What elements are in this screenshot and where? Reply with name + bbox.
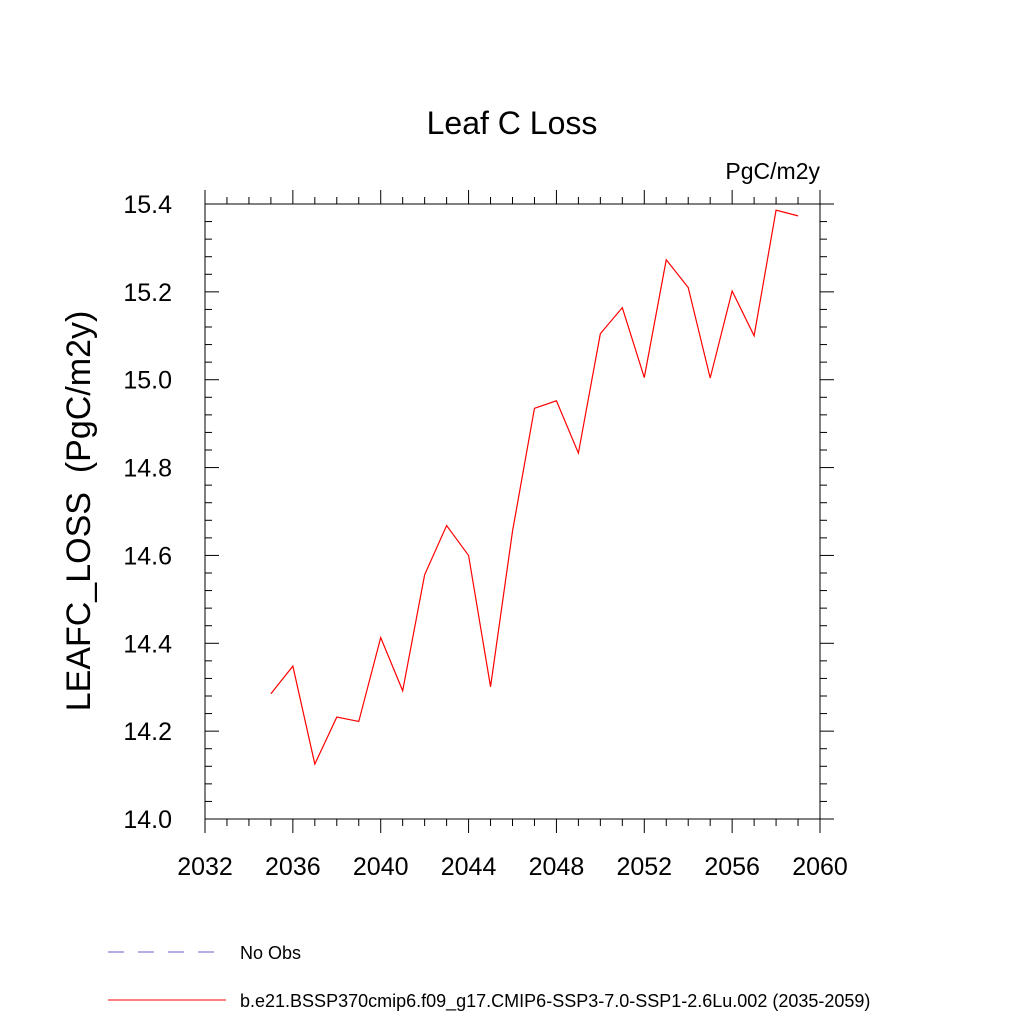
x-tick-label: 2048: [529, 853, 585, 881]
x-tick-label: 2040: [353, 853, 409, 881]
y-tick-label: 15.0: [123, 367, 172, 395]
y-tick-label: 15.2: [123, 279, 172, 307]
x-tick-label: 2036: [265, 853, 321, 881]
y-tick-label: 14.6: [123, 542, 172, 570]
x-tick-label: 2052: [616, 853, 672, 881]
legend-label-0: No Obs: [240, 943, 301, 963]
y-tick-label: 14.2: [123, 718, 172, 746]
axis-ticks: [204, 190, 834, 833]
plot-frame: [204, 203, 821, 820]
legend: No Obs b.e21.BSSP370cmip6.f09_g17.CMIP6-S…: [108, 943, 870, 1012]
tick-labels: 2032 2036 2040 2044 2048 2052 2056 2060 14.0 14.2…: [123, 191, 847, 881]
series-layer: [270, 209, 799, 766]
y-tick-label: 15.4: [123, 191, 172, 219]
units-label: PgC/m2y: [725, 158, 820, 184]
y-tick-label: 14.8: [123, 455, 172, 483]
x-tick-label: 2044: [441, 853, 497, 881]
y-axis-label: LEAFC_LOSS (PgC/m2y): [60, 311, 98, 712]
x-tick-label: 2032: [177, 853, 233, 881]
x-tick-label: 2056: [704, 853, 760, 881]
y-tick-label: 14.0: [123, 806, 172, 834]
series-line-0: [270, 209, 799, 766]
chart-title: Leaf C Loss: [427, 105, 598, 141]
y-tick-label: 14.4: [123, 630, 172, 658]
legend-label-1: b.e21.BSSP370cmip6.f09_g17.CMIP6-SSP3-7.…: [240, 991, 870, 1012]
x-tick-label: 2060: [792, 853, 848, 881]
